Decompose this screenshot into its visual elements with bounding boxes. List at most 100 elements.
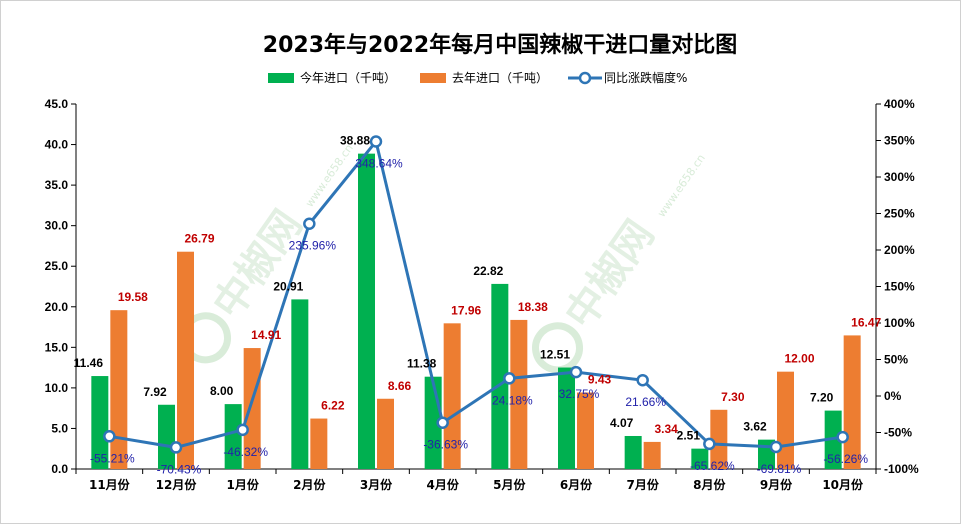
bar-previous xyxy=(710,409,728,469)
label-previous: 12.00 xyxy=(784,352,814,366)
legend: 今年进口（千吨） 去年进口（千吨） 同比涨跌幅度% xyxy=(268,70,687,85)
label-current: 4.07 xyxy=(610,416,634,430)
line-point xyxy=(236,423,249,437)
bar-previous xyxy=(777,371,794,469)
legend-swatch-1 xyxy=(268,73,294,83)
y-left-tick-label: 35.0 xyxy=(45,178,69,192)
legend-marker-icon xyxy=(578,71,592,85)
y-right-tick-label: -100% xyxy=(884,462,919,476)
bar-current xyxy=(91,376,109,469)
watermark-brand: 中椒网 xyxy=(557,212,664,337)
label-percent: -55.21% xyxy=(90,451,135,465)
x-tick-label: 1月份 xyxy=(226,477,259,492)
y-left-tick-label: 10.0 xyxy=(45,381,69,395)
y-left-tick-label: 45.0 xyxy=(45,97,69,111)
axes: 0.0 5.0 10.0 15.0 20.0 25.0 30.0 35.0 40.0 45.0 -1… xyxy=(45,97,919,492)
label-previous: 9.43 xyxy=(588,373,612,387)
label-previous: 26.79 xyxy=(184,232,214,246)
line-point xyxy=(636,373,649,387)
label-percent: -46.32% xyxy=(223,445,268,459)
line-point xyxy=(703,437,716,451)
bar-current xyxy=(491,283,509,469)
label-previous: 8.66 xyxy=(388,379,412,393)
x-tick-label: 9月份 xyxy=(760,477,793,492)
label-current: 8.00 xyxy=(210,384,234,398)
label-current: 20.91 xyxy=(273,279,303,293)
y-right-tick-label: 200% xyxy=(884,243,915,257)
line-point xyxy=(303,217,316,230)
label-percent: 21.66% xyxy=(625,395,666,409)
bar-previous xyxy=(377,398,394,469)
bar-current xyxy=(624,435,642,469)
label-percent: -69.81% xyxy=(757,462,802,476)
line-path xyxy=(109,138,843,449)
bar-current xyxy=(291,299,309,469)
bar-current xyxy=(158,404,175,469)
x-tick-label: 11月份 xyxy=(89,477,131,492)
x-tick-label: 4月份 xyxy=(426,477,459,492)
y-left-tick-label: 0.0 xyxy=(51,462,68,476)
label-previous: 16.47 xyxy=(851,315,881,329)
label-current: 11.46 xyxy=(74,356,104,370)
bar-previous xyxy=(510,319,528,469)
y-left-tick-label: 30.0 xyxy=(45,219,69,233)
x-tick-label: 8月份 xyxy=(693,477,726,492)
bar-current xyxy=(224,404,242,469)
watermark-site: www.e658.cn xyxy=(655,152,708,220)
y-right-tick-label: -50% xyxy=(884,426,912,440)
legend-label-3: 同比涨跌幅度% xyxy=(604,70,687,85)
bar-previous xyxy=(243,348,261,469)
line-series xyxy=(103,135,849,454)
label-percent: -56.26% xyxy=(823,452,868,466)
watermark-logo-icon xyxy=(532,322,584,374)
y-right-tick-label: 150% xyxy=(884,280,915,294)
chart-title: 2023年与2022年每月中国辣椒干进口量对比图 xyxy=(263,32,737,58)
y-left-tick-label: 15.0 xyxy=(45,340,69,354)
label-current: 3.62 xyxy=(743,420,767,434)
legend-label-2: 去年进口（千吨） xyxy=(452,71,548,85)
legend-label-1: 今年进口（千吨） xyxy=(300,70,396,85)
label-previous: 3.34 xyxy=(654,422,678,436)
y-right-tick-label: 100% xyxy=(884,316,915,330)
x-tick-label: 10月份 xyxy=(822,477,864,492)
label-current: 11.38 xyxy=(407,357,437,371)
bar-previous xyxy=(177,251,194,469)
y-right-tick-label: 400% xyxy=(884,97,915,111)
label-previous: 19.58 xyxy=(118,290,148,304)
label-current: 7.92 xyxy=(143,385,167,399)
x-tick-label: 6月份 xyxy=(560,477,593,492)
bar-current xyxy=(558,367,575,469)
data-labels: 11.46 7.92 8.00 20.91 38.88 11.38 22.82 12.51 4.… xyxy=(74,134,882,477)
bar-previous xyxy=(643,441,661,469)
label-previous: 17.96 xyxy=(451,303,481,317)
line-point xyxy=(503,372,516,385)
line-point xyxy=(103,430,116,443)
y-left-tick-label: 40.0 xyxy=(45,138,69,152)
y-right-tick-label: 50% xyxy=(884,353,908,367)
label-percent: -36.63% xyxy=(423,438,468,452)
line-point xyxy=(836,430,849,444)
x-tick-label: 2月份 xyxy=(293,477,326,492)
label-percent: 32.75% xyxy=(559,387,600,401)
line-point xyxy=(769,440,783,454)
label-percent: -65.62% xyxy=(690,459,735,473)
line-point xyxy=(436,416,449,429)
bar-previous xyxy=(110,310,128,469)
label-percent: 348.64% xyxy=(355,156,403,170)
x-tick-label: 12月份 xyxy=(156,477,198,492)
label-current: 12.51 xyxy=(540,348,570,362)
line-point xyxy=(369,135,383,148)
bar-previous xyxy=(843,335,861,469)
label-previous: 7.30 xyxy=(721,390,745,404)
y-left-tick-label: 25.0 xyxy=(45,259,69,273)
label-percent: -70.43% xyxy=(157,462,202,476)
x-tick-label: 3月份 xyxy=(360,477,393,492)
line-point xyxy=(569,365,583,379)
bar-previous xyxy=(310,418,328,469)
label-current: 2.51 xyxy=(677,429,701,443)
bar-current xyxy=(358,153,375,469)
label-previous: 18.38 xyxy=(518,300,548,314)
x-tick-label: 7月份 xyxy=(626,477,659,492)
label-current: 7.20 xyxy=(810,391,834,405)
